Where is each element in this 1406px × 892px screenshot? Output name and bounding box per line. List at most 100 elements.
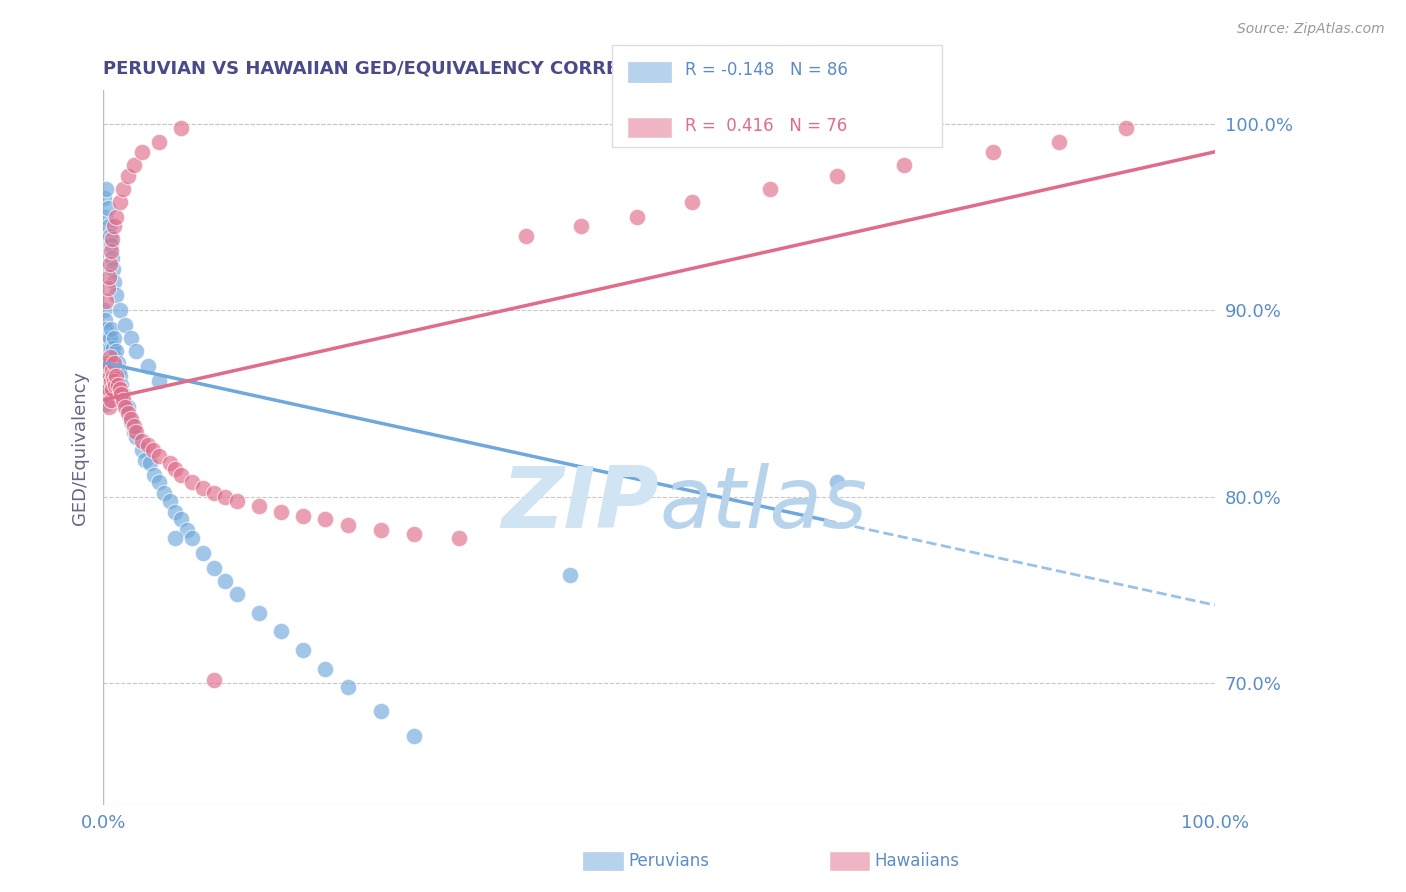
Point — [120, 411, 142, 425]
Point — [112, 387, 135, 401]
Point — [97, 378, 120, 392]
Point — [100, 392, 122, 407]
Point — [159, 493, 181, 508]
Point — [125, 425, 148, 439]
Point — [117, 406, 139, 420]
Point — [97, 378, 120, 392]
Point — [94, 350, 117, 364]
Point — [97, 350, 120, 364]
Point — [103, 356, 125, 370]
Point — [447, 531, 470, 545]
Point — [825, 169, 848, 183]
Point — [114, 318, 136, 333]
Point — [94, 368, 117, 383]
Point — [681, 195, 703, 210]
Point — [108, 382, 131, 396]
Point — [105, 368, 128, 383]
Point — [292, 643, 315, 657]
Point — [370, 524, 392, 538]
Point — [225, 493, 247, 508]
Point — [170, 512, 193, 526]
Point — [107, 363, 129, 377]
Point — [105, 210, 128, 224]
Point — [97, 269, 120, 284]
Point — [100, 341, 122, 355]
Point — [148, 449, 170, 463]
Point — [101, 359, 124, 374]
Point — [270, 624, 292, 639]
Point — [193, 546, 215, 560]
Point — [94, 331, 117, 345]
Point — [93, 378, 115, 392]
Text: PERUVIAN VS HAWAIIAN GED/EQUIVALENCY CORRELATION CHART: PERUVIAN VS HAWAIIAN GED/EQUIVALENCY COR… — [103, 60, 765, 78]
Point — [97, 374, 120, 388]
Point — [104, 359, 127, 374]
Text: R =  0.416   N = 76: R = 0.416 N = 76 — [685, 117, 846, 135]
Point — [107, 378, 129, 392]
Point — [176, 524, 198, 538]
Point — [122, 425, 145, 439]
Point — [404, 527, 426, 541]
Point — [117, 169, 139, 183]
Point — [101, 368, 124, 383]
Point — [97, 219, 120, 234]
Point — [193, 481, 215, 495]
Point — [98, 331, 121, 345]
Point — [131, 145, 153, 159]
Point — [103, 276, 125, 290]
Point — [825, 475, 848, 489]
Point — [626, 210, 648, 224]
Point — [98, 368, 121, 383]
Point — [93, 359, 115, 374]
Point — [96, 363, 118, 377]
Point — [404, 729, 426, 743]
Point — [98, 257, 121, 271]
Point — [759, 182, 782, 196]
Point — [97, 331, 120, 345]
Point — [96, 397, 118, 411]
Point — [94, 387, 117, 401]
Text: atlas: atlas — [659, 463, 868, 546]
Point — [97, 356, 120, 370]
Point — [103, 331, 125, 345]
Point — [108, 195, 131, 210]
Point — [98, 350, 121, 364]
Point — [100, 322, 122, 336]
Point — [97, 281, 120, 295]
Point — [98, 228, 121, 243]
Point — [159, 456, 181, 470]
Point — [569, 219, 592, 234]
Point — [893, 158, 915, 172]
Point — [104, 378, 127, 392]
Point — [93, 378, 115, 392]
Point — [225, 587, 247, 601]
Point — [292, 508, 315, 523]
Point — [165, 505, 187, 519]
Point — [107, 356, 129, 370]
Point — [101, 251, 124, 265]
Point — [1047, 136, 1070, 150]
Point — [370, 705, 392, 719]
Text: ZIP: ZIP — [502, 463, 659, 546]
Text: R = -0.148   N = 86: R = -0.148 N = 86 — [685, 62, 848, 79]
Point — [181, 475, 204, 489]
Point — [120, 415, 142, 429]
Point — [96, 341, 118, 355]
Point — [131, 434, 153, 448]
Point — [112, 392, 135, 407]
Point — [94, 312, 117, 326]
Point — [108, 368, 131, 383]
Point — [314, 661, 336, 675]
Point — [110, 387, 132, 401]
Point — [101, 363, 124, 377]
Point — [247, 500, 270, 514]
Point — [105, 288, 128, 302]
Point — [96, 382, 118, 396]
Point — [97, 359, 120, 374]
Point — [165, 462, 187, 476]
Point — [981, 145, 1004, 159]
Point — [96, 293, 118, 308]
Point — [96, 322, 118, 336]
Point — [93, 303, 115, 318]
Point — [143, 467, 166, 482]
